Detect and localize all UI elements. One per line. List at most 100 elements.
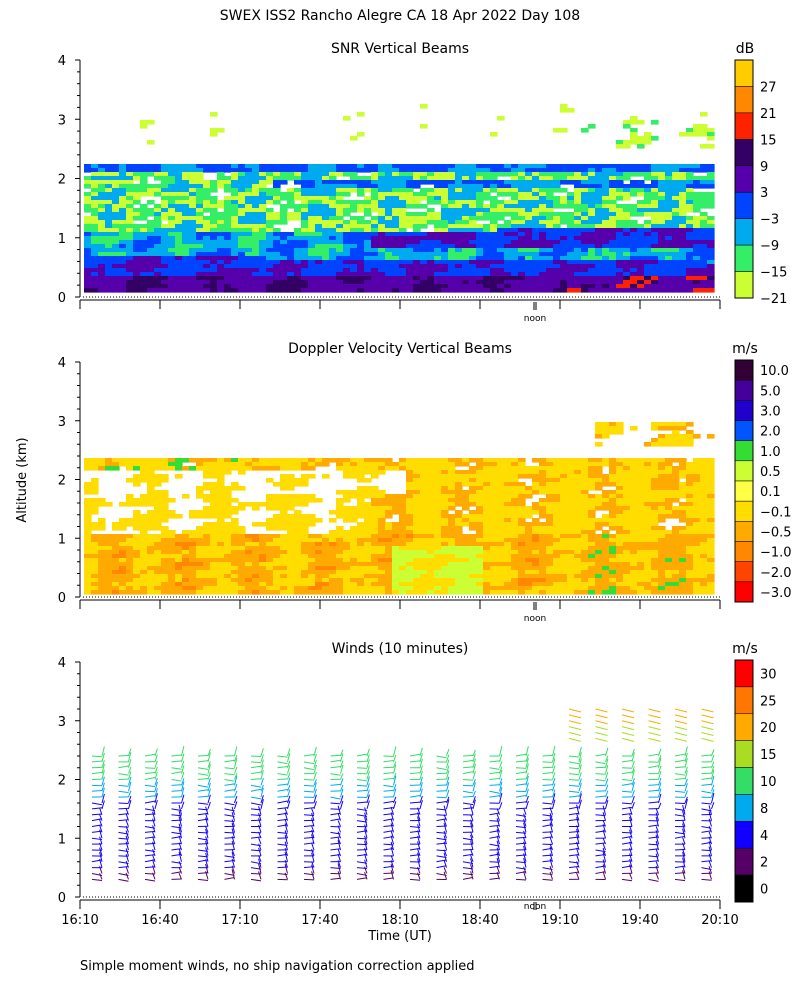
heatmap-cell: [406, 276, 414, 281]
heatmap-cell: [525, 204, 533, 209]
heatmap-cell: [112, 458, 120, 463]
heatmap-cell: [658, 284, 666, 289]
heatmap-cell: [259, 216, 267, 221]
heatmap-cell: [315, 224, 323, 229]
heatmap-cell: [539, 462, 547, 467]
heatmap-cell: [287, 526, 295, 531]
heatmap-cell: [392, 272, 400, 277]
heatmap-cell: [308, 574, 316, 579]
heatmap-cell: [364, 458, 372, 463]
heatmap-cell: [504, 228, 512, 233]
heatmap-cell: [616, 232, 624, 237]
heatmap-cell: [602, 252, 610, 257]
heatmap-cell: [252, 204, 260, 209]
colorbar-swatch: [734, 112, 754, 140]
heatmap-cell: [553, 212, 561, 217]
heatmap-cell: [560, 176, 568, 181]
heatmap-cell: [112, 586, 120, 591]
heatmap-cell: [231, 466, 239, 471]
heatmap-cell: [700, 228, 708, 233]
heatmap-cell: [266, 212, 274, 217]
heatmap-cell: [301, 562, 309, 567]
heatmap-cell: [448, 546, 456, 551]
heatmap-cell: [287, 522, 295, 527]
heatmap-cell: [686, 268, 694, 273]
heatmap-cell: [385, 232, 393, 237]
heatmap-cell: [266, 498, 274, 503]
heatmap-cell: [301, 546, 309, 551]
heatmap-cell: [539, 228, 547, 233]
heatmap-cell: [105, 236, 113, 241]
heatmap-cell: [665, 236, 673, 241]
heatmap-cell: [399, 538, 407, 543]
heatmap-cell: [476, 216, 484, 221]
heatmap-cell: [210, 590, 218, 595]
heatmap-cell: [525, 220, 533, 225]
heatmap-cell: [448, 280, 456, 285]
heatmap-cell: [588, 232, 596, 237]
heatmap-cell: [539, 224, 547, 229]
heatmap-cell: [483, 502, 491, 507]
heatmap-cell: [336, 204, 344, 209]
heatmap-cell: [518, 466, 526, 471]
heatmap-cell: [308, 566, 316, 571]
heatmap-cell: [420, 570, 428, 575]
heatmap-cell: [315, 558, 323, 563]
heatmap-cell: [532, 530, 540, 535]
heatmap-cell: [147, 578, 155, 583]
heatmap-cell: [399, 172, 407, 177]
heatmap-cell: [210, 522, 218, 527]
heatmap-cell: [644, 196, 652, 201]
heatmap-cell: [651, 136, 659, 141]
heatmap-cell: [224, 490, 232, 495]
heatmap-cell: [224, 574, 232, 579]
heatmap-cell: [175, 184, 183, 189]
heatmap-cell: [595, 474, 603, 479]
heatmap-cell: [609, 188, 617, 193]
heatmap-cell: [98, 526, 106, 531]
heatmap-cell: [189, 228, 197, 233]
heatmap-cell: [490, 486, 498, 491]
heatmap-cell: [574, 558, 582, 563]
heatmap-cell: [427, 546, 435, 551]
heatmap-cell: [693, 132, 701, 137]
heatmap-cell: [357, 248, 365, 253]
heatmap-cell: [238, 256, 246, 261]
heatmap-cell: [315, 498, 323, 503]
heatmap-cell: [84, 578, 92, 583]
heatmap-cell: [203, 244, 211, 249]
heatmap-cell: [336, 216, 344, 221]
heatmap-cell: [161, 244, 169, 249]
heatmap-cell: [399, 260, 407, 265]
heatmap-cell: [343, 188, 351, 193]
heatmap-cell: [322, 554, 330, 559]
heatmap-cell: [476, 554, 484, 559]
heatmap-cell: [511, 192, 519, 197]
heatmap-cell: [329, 578, 337, 583]
heatmap-cell: [679, 220, 687, 225]
heatmap-cell: [140, 518, 148, 523]
heatmap-cell: [616, 184, 624, 189]
heatmap-cell: [217, 570, 225, 575]
heatmap-cell: [259, 240, 267, 245]
heatmap-cell: [672, 200, 680, 205]
heatmap-cell: [490, 288, 498, 293]
heatmap-cell: [315, 562, 323, 567]
heatmap-cell: [455, 260, 463, 265]
heatmap-cell: [308, 494, 316, 499]
heatmap-cell: [322, 280, 330, 285]
heatmap-cell: [441, 578, 449, 583]
heatmap-cell: [413, 248, 421, 253]
heatmap-cell: [217, 562, 225, 567]
heatmap-cell: [175, 176, 183, 181]
heatmap-cell: [518, 272, 526, 277]
heatmap-cell: [630, 136, 638, 141]
heatmap-cell: [420, 240, 428, 245]
heatmap-cell: [287, 574, 295, 579]
heatmap-cell: [161, 458, 169, 463]
heatmap-cell: [357, 586, 365, 591]
heatmap-cell: [133, 224, 141, 229]
heatmap-cell: [441, 518, 449, 523]
heatmap-cell: [231, 224, 239, 229]
heatmap-cell: [420, 212, 428, 217]
